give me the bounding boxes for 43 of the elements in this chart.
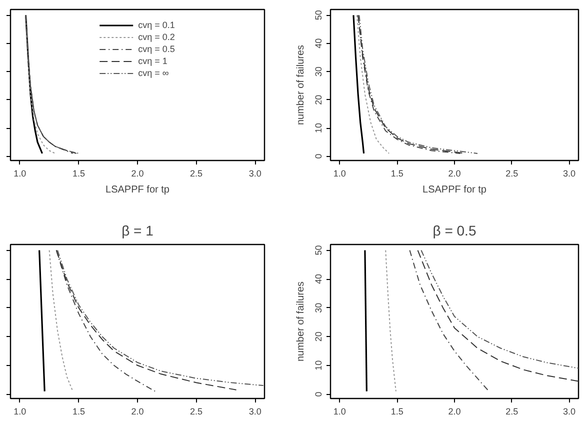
y-tick-label: 50: [314, 245, 324, 256]
y-tick-label: 20: [314, 94, 324, 105]
x-tick-label: 2.5: [190, 168, 203, 178]
y-tick-label: 40: [314, 38, 324, 48]
x-tick-label: 2.0: [131, 406, 144, 416]
y-tick-label: 30: [314, 302, 324, 313]
chart-title: β = 1: [122, 222, 154, 238]
x-tick-label: 1.5: [72, 168, 85, 178]
x-tick-label: 1.0: [333, 168, 346, 178]
y-tick-label: 20: [314, 332, 324, 342]
x-tick-label: 3.0: [248, 406, 262, 416]
x-axis-title: LSAPPF for tp: [422, 184, 487, 196]
y-tick-label: 0: [314, 154, 324, 159]
legend-label: cvη = ∞: [138, 67, 169, 79]
x-tick-label: 2.0: [448, 168, 461, 178]
x-tick-label: 3.0: [248, 168, 262, 178]
y-tick-label: 10: [314, 123, 324, 134]
legend-label: cvη = 0.2: [138, 31, 175, 43]
x-tick-label: 1.0: [14, 168, 26, 178]
y-tick-label: 30: [314, 66, 324, 77]
x-tick-label: 2.5: [190, 406, 203, 416]
y-tick-label: 0: [314, 392, 324, 397]
x-tick-label: 1.5: [390, 168, 404, 178]
x-tick-label: 2.0: [131, 168, 144, 178]
legend-label: cvη = 1: [138, 55, 168, 67]
chart-title: β = 0.5: [432, 222, 476, 238]
legend-label: cvη = 0.1: [138, 19, 175, 31]
y-axis-title: number of failures: [296, 44, 306, 126]
x-tick-label: 1.5: [390, 406, 404, 416]
y-tick-label: 50: [314, 10, 324, 20]
x-tick-label: 1.0: [14, 406, 26, 416]
y-tick-label: 40: [314, 274, 324, 284]
x-tick-label: 1.5: [72, 406, 85, 416]
y-tick-label: 10: [314, 360, 324, 370]
x-tick-label: 3.0: [563, 406, 576, 416]
x-tick-label: 1.0: [333, 406, 346, 416]
x-axis-title: LSAPPF for tp: [106, 184, 170, 196]
x-tick-label: 2.5: [506, 406, 518, 416]
x-tick-label: 3.0: [563, 168, 576, 178]
x-tick-label: 2.5: [506, 168, 518, 178]
legend-label: cvη = 0.5: [138, 43, 175, 55]
y-axis-title: number of failures: [296, 281, 306, 362]
x-tick-label: 2.0: [448, 406, 461, 416]
